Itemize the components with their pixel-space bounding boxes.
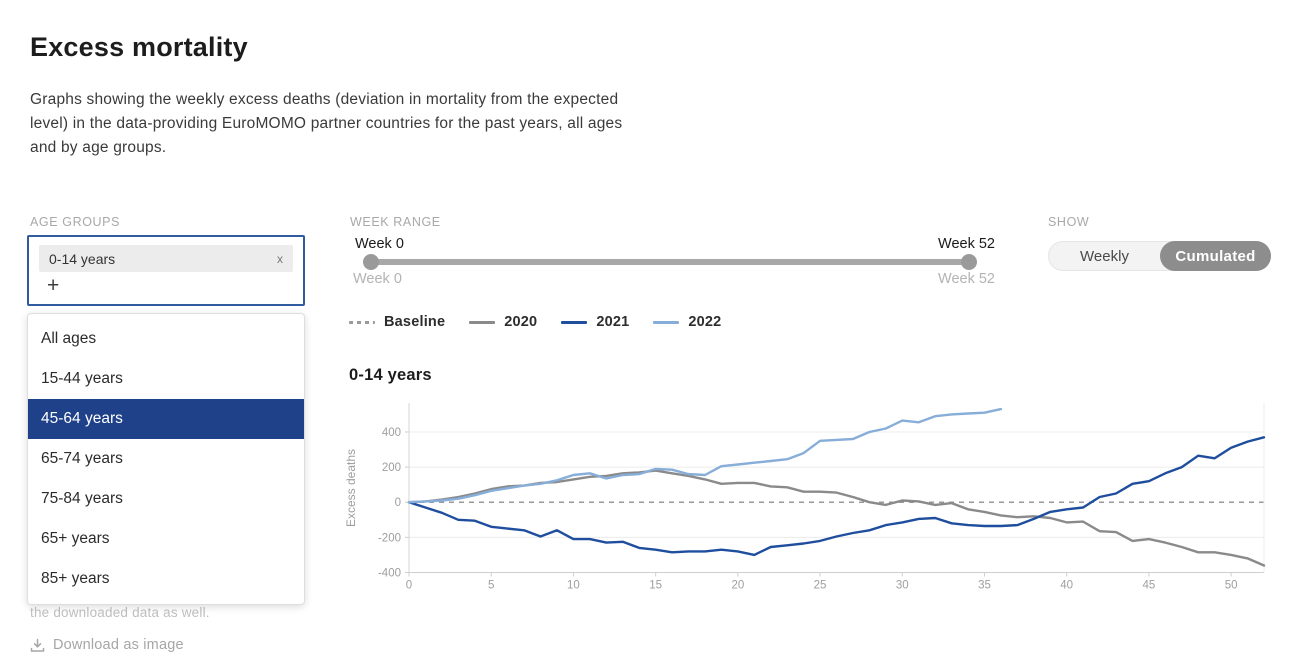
x-tick-label: 15 <box>649 580 662 592</box>
x-tick-label: 20 <box>731 580 744 592</box>
download-as-image-button[interactable]: Download as image <box>30 637 184 653</box>
x-tick-label: 0 <box>406 580 412 592</box>
legend-swatch-2020 <box>469 320 496 324</box>
toggle-option-cumulated[interactable]: Cumulated <box>1160 241 1271 271</box>
legend-swatch-baseline <box>349 320 375 324</box>
chart-title: 0-14 years <box>349 366 432 384</box>
age-option-85-years[interactable]: 85+ years <box>41 570 110 587</box>
download-icon <box>30 638 45 652</box>
age-option-75-84-years[interactable]: 75-84 years <box>41 490 123 507</box>
week-range-label: WEEK RANGE <box>350 215 441 229</box>
age-option-45-64-years[interactable]: 45-64 years <box>28 399 304 439</box>
week-range-control: WEEK RANGE Week 0 Week 52 Week 0 Week 52 <box>349 215 995 293</box>
chart-area: 400 200 0 -200 -400 0 5 10 15 20 25 30 35 40 45 50 Exces… <box>344 393 1279 605</box>
truncated-note: the downloaded data as well. <box>30 605 210 620</box>
legend-item-baseline: Baseline <box>349 314 445 330</box>
age-groups-dropdown: All ages 15-44 years 45-64 years 65-74 year… <box>27 313 305 605</box>
x-tick-label: 40 <box>1060 580 1073 592</box>
age-option-15-44-years[interactable]: 15-44 years <box>41 370 123 387</box>
legend-item-2022: 2022 <box>653 314 721 330</box>
x-tick-label: 25 <box>814 580 827 592</box>
legend-item-2021: 2021 <box>561 314 629 330</box>
y-tick-label: 0 <box>395 497 401 509</box>
legend-label: 2022 <box>688 314 722 330</box>
page-title: Excess mortality <box>30 32 248 63</box>
age-groups-select[interactable]: 0-14 years x + <box>27 235 305 306</box>
week-range-slider-handle-start[interactable] <box>363 254 379 270</box>
y-tick-label: 400 <box>382 427 401 439</box>
show-toggle: Weekly Cumulated <box>1048 241 1271 271</box>
x-tick-label: 30 <box>896 580 909 592</box>
y-axis-label: Excess deaths <box>344 449 358 527</box>
week-range-start-min: Week 0 <box>353 271 402 287</box>
age-group-chip-label: 0-14 years <box>49 250 116 267</box>
week-range-start-value: Week 0 <box>355 236 404 252</box>
x-tick-label: 10 <box>567 580 580 592</box>
add-age-group-button[interactable]: + <box>47 274 60 297</box>
age-group-chip[interactable]: 0-14 years x <box>39 245 293 272</box>
series-line-2022 <box>407 407 1003 504</box>
y-tick-label: -400 <box>378 568 401 580</box>
age-option-65-74-years[interactable]: 65-74 years <box>41 450 123 467</box>
age-groups-label: AGE GROUPS <box>30 215 121 229</box>
excess-mortality-chart: 400 200 0 -200 -400 0 5 10 15 20 25 30 35 40 45 50 Exces… <box>344 403 1266 592</box>
age-option-all-ages[interactable]: All ages <box>41 330 97 347</box>
x-tick-label: 45 <box>1143 580 1156 592</box>
toggle-option-weekly[interactable]: Weekly <box>1080 247 1129 265</box>
remove-chip-icon[interactable]: x <box>277 251 283 266</box>
page-description: Graphs showing the weekly excess deaths … <box>30 90 623 156</box>
legend-swatch-2022 <box>653 320 680 324</box>
download-label: Download as image <box>53 637 184 653</box>
series-line-2021 <box>407 436 1266 557</box>
show-label: SHOW <box>1048 215 1090 229</box>
week-range-slider-track[interactable] <box>369 259 971 265</box>
legend-item-2020: 2020 <box>469 314 537 330</box>
y-tick-label: -200 <box>378 532 401 544</box>
y-tick-label: 200 <box>382 462 401 474</box>
week-range-end-value: Week 52 <box>938 236 995 252</box>
age-option-65-years[interactable]: 65+ years <box>41 530 110 547</box>
x-tick-label: 5 <box>488 580 494 592</box>
legend-label: Baseline <box>384 314 446 330</box>
legend-label: 2021 <box>596 314 630 330</box>
x-tick-label: 50 <box>1225 580 1238 592</box>
show-control: SHOW Weekly Cumulated <box>1048 215 1271 271</box>
legend-swatch-2021 <box>561 320 588 324</box>
legend-label: 2020 <box>504 314 538 330</box>
x-tick-label: 35 <box>978 580 991 592</box>
chart-legend: Baseline 2020 2021 2022 <box>349 314 721 330</box>
week-range-end-max: Week 52 <box>938 271 995 287</box>
week-range-slider-handle-end[interactable] <box>961 254 977 270</box>
